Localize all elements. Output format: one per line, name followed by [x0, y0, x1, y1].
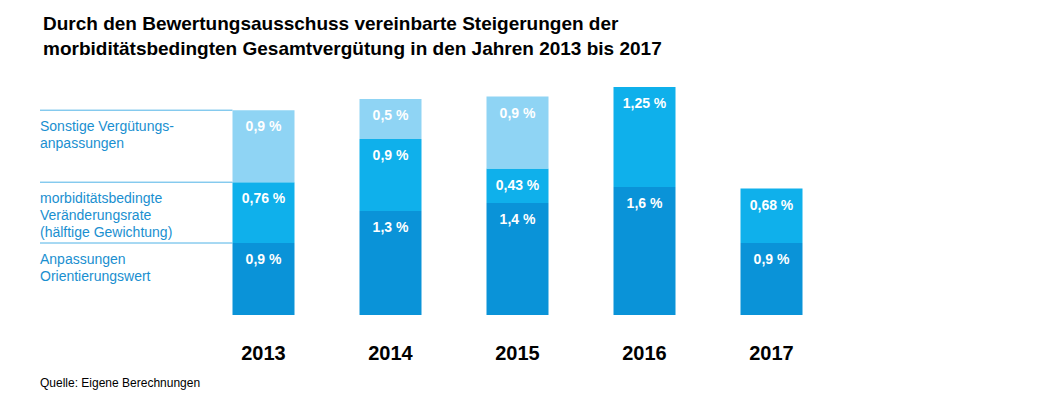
svg-text:2014: 2014 [368, 342, 413, 364]
svg-text:Durch den Bewertungsausschuss: Durch den Bewertungsausschuss vereinbart… [43, 13, 619, 34]
svg-text:Anpassungen: Anpassungen [40, 251, 126, 267]
svg-text:morbiditätsbedingten Gesamtver: morbiditätsbedingten Gesamtvergütung in … [43, 38, 662, 59]
svg-text:Quelle: Eigene Berechnungen: Quelle: Eigene Berechnungen [40, 376, 200, 390]
svg-text:0,9 %: 0,9 % [500, 105, 536, 121]
svg-text:1,25 %: 1,25 % [623, 95, 667, 111]
svg-text:0,9 %: 0,9 % [754, 251, 790, 267]
svg-text:morbiditätsbedingte: morbiditätsbedingte [40, 190, 162, 206]
svg-text:0,43 %: 0,43 % [496, 177, 540, 193]
svg-text:0,68 %: 0,68 % [750, 197, 794, 213]
svg-text:2016: 2016 [622, 342, 667, 364]
svg-text:Sonstige Vergütungs-: Sonstige Vergütungs- [40, 118, 174, 134]
svg-text:1,6 %: 1,6 % [627, 195, 663, 211]
svg-text:2015: 2015 [495, 342, 540, 364]
svg-text:0,76 %: 0,76 % [242, 190, 286, 206]
svg-text:(hälftige Gewichtung): (hälftige Gewichtung) [40, 224, 172, 240]
svg-text:0,5 %: 0,5 % [373, 107, 409, 123]
svg-text:0,9 %: 0,9 % [246, 251, 282, 267]
svg-text:Orientierungswert: Orientierungswert [40, 268, 151, 284]
svg-text:0,9 %: 0,9 % [246, 118, 282, 134]
svg-text:2013: 2013 [241, 342, 286, 364]
svg-text:0,9 %: 0,9 % [373, 147, 409, 163]
svg-text:2017: 2017 [749, 342, 794, 364]
svg-text:1,4 %: 1,4 % [500, 211, 536, 227]
svg-text:Veränderungsrate: Veränderungsrate [40, 207, 152, 223]
svg-text:1,3 %: 1,3 % [373, 219, 409, 235]
svg-text:anpassungen: anpassungen [40, 135, 124, 151]
